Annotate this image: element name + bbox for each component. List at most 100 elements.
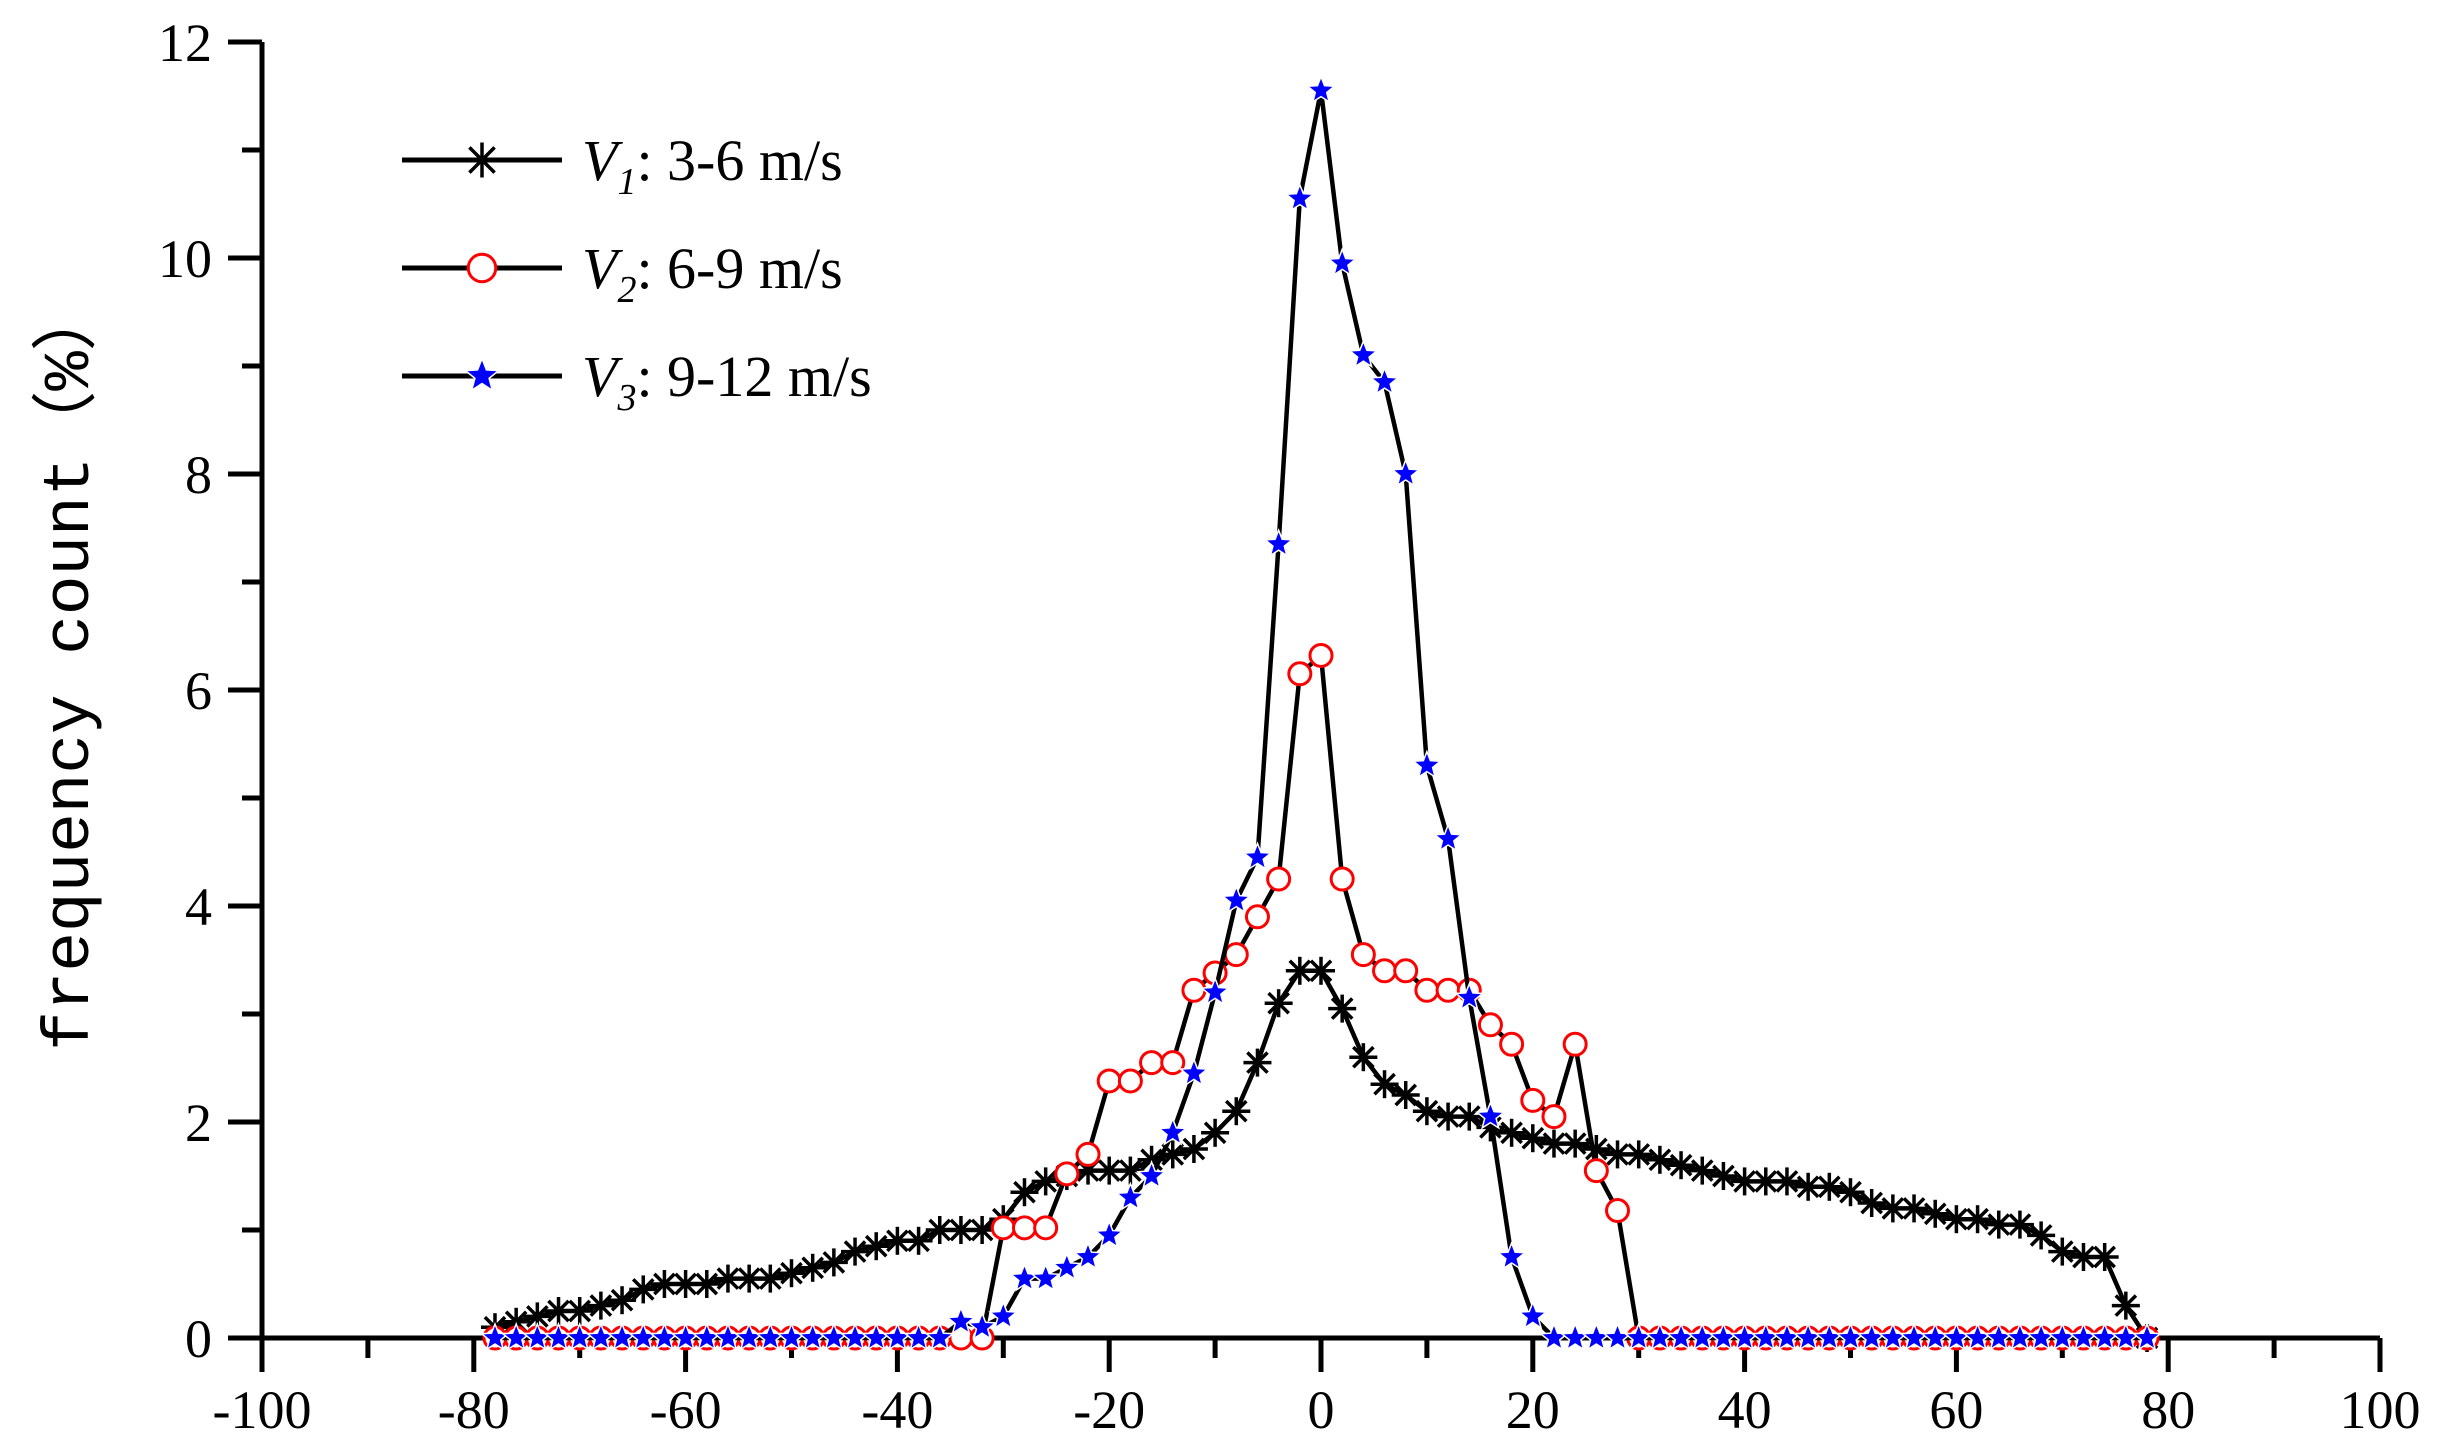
series-1-point xyxy=(1518,1124,1547,1153)
legend-item-2: V2: 6-9 m/s xyxy=(402,236,843,311)
series-1-point xyxy=(1645,1145,1674,1174)
series-1-point xyxy=(1243,1048,1272,1077)
series-2-point xyxy=(1393,958,1419,984)
series-1-point xyxy=(1031,1167,1060,1196)
series-3-point xyxy=(1115,1181,1146,1211)
legend: V1: 3-6 m/s V2: 6-9 m/s V3: 9-12 m/s xyxy=(402,128,872,419)
series-2-point xyxy=(1372,958,1398,984)
series-2-point xyxy=(1075,1141,1101,1167)
axes: -100 -80 -60 -40 -20 0 20 40 60 80 100 0 2 4 6 8 10 12 xyxy=(158,13,2421,1440)
series-2-point xyxy=(1308,642,1334,668)
series-2-point xyxy=(1117,1068,1143,1094)
series-1-point xyxy=(1815,1172,1844,1201)
series-3-point xyxy=(1199,976,1231,1006)
series-3-point xyxy=(1390,457,1421,487)
series-2 xyxy=(482,642,2160,1351)
series-1-point xyxy=(1264,989,1293,1018)
series-2-point xyxy=(1223,942,1249,968)
series-3-point xyxy=(966,1311,998,1341)
series-2-point xyxy=(1499,1031,1525,1057)
series-2-point xyxy=(1054,1161,1080,1187)
series-1-point xyxy=(608,1286,637,1315)
series-1-point xyxy=(756,1264,785,1293)
series-2-point xyxy=(1520,1087,1546,1113)
series-2-point xyxy=(1583,1158,1609,1184)
y-tick-label: 2 xyxy=(185,1093,212,1153)
x-tick-label: -60 xyxy=(650,1380,722,1435)
y-tick-label: 12 xyxy=(158,13,212,73)
y-tick-label: 0 xyxy=(185,1309,212,1369)
series-1-point xyxy=(586,1291,615,1320)
series-1-point xyxy=(692,1270,721,1298)
series-1-point xyxy=(2069,1243,2098,1271)
legend-label: V3: 9-12 m/s xyxy=(582,344,872,419)
series-3-point xyxy=(1602,1321,1633,1351)
x-tick-label: -20 xyxy=(1073,1380,1145,1435)
series-1-point xyxy=(2005,1210,2034,1239)
series-3-point xyxy=(1221,884,1252,914)
x-tick-label: 0 xyxy=(1308,1380,1335,1435)
y-tick-label: 6 xyxy=(185,661,212,721)
series-3-point xyxy=(1559,1321,1591,1351)
series-2-point xyxy=(1244,904,1270,930)
y-tick-label: 4 xyxy=(185,877,212,937)
legend-item-3: V3: 9-12 m/s xyxy=(402,344,872,419)
series-2-point xyxy=(1477,1012,1503,1038)
series-3 xyxy=(479,74,2163,1351)
y-tick-label: 10 xyxy=(158,229,212,289)
series-1-point xyxy=(841,1237,870,1266)
series-1-point xyxy=(1391,1081,1420,1109)
series-3-point xyxy=(1432,822,1464,853)
series-1-point xyxy=(1010,1178,1039,1207)
series-3-point xyxy=(1348,339,1379,369)
series-3-point xyxy=(1517,1300,1549,1330)
series-1-point xyxy=(1307,956,1335,985)
series-1-point xyxy=(1455,1102,1484,1131)
series-1-point xyxy=(2111,1291,2140,1320)
series-3-point xyxy=(1326,247,1358,277)
series-3-point xyxy=(945,1305,977,1335)
series-1-point xyxy=(1412,1097,1441,1126)
series-1 xyxy=(480,956,2162,1352)
series-2-point xyxy=(1329,866,1355,892)
series-1-point xyxy=(1688,1156,1717,1185)
series-3-point xyxy=(924,1321,956,1351)
series-1-point xyxy=(1709,1162,1738,1190)
series-2-point xyxy=(1350,942,1376,968)
series-2-point xyxy=(1605,1198,1631,1224)
series-layer xyxy=(479,74,2163,1352)
y-axis-label: frequency count（%） xyxy=(31,285,108,1051)
series-3-point xyxy=(988,1300,1019,1330)
series-1-point xyxy=(629,1275,658,1304)
series-2-point xyxy=(1541,1104,1567,1130)
series-1-point xyxy=(2048,1237,2077,1266)
series-2-point xyxy=(1414,977,1440,1003)
series-1-point xyxy=(1857,1189,1886,1217)
series-1-point xyxy=(1179,1135,1208,1163)
series-3-point xyxy=(1178,1057,1210,1087)
series-2-point xyxy=(1139,1050,1165,1076)
series-1-point xyxy=(1730,1167,1759,1196)
x-tick-label: -100 xyxy=(213,1380,312,1435)
series-3-point xyxy=(1051,1251,1083,1281)
series-3-point xyxy=(1496,1240,1527,1270)
y-tick-label: 8 xyxy=(185,445,212,505)
series-2-point xyxy=(1435,977,1461,1003)
series-3-point xyxy=(1242,841,1273,871)
series-2-point xyxy=(1287,661,1313,687)
series-1-point xyxy=(1900,1194,1929,1223)
series-1-point xyxy=(1201,1118,1230,1147)
x-tick-label: 40 xyxy=(1718,1380,1772,1435)
series-2-point xyxy=(1011,1215,1037,1241)
series-1-point xyxy=(565,1297,594,1325)
series-3-point xyxy=(1581,1321,1612,1351)
series-1-point xyxy=(798,1253,827,1282)
series-2-point xyxy=(1160,1050,1186,1076)
series-1-point xyxy=(1497,1118,1526,1147)
series-2-point xyxy=(990,1215,1016,1241)
series-3-point xyxy=(1475,1100,1506,1130)
series-1-point xyxy=(544,1297,573,1325)
x-tick-label: 100 xyxy=(2340,1380,2421,1435)
x-tick-label: 20 xyxy=(1506,1380,1560,1435)
